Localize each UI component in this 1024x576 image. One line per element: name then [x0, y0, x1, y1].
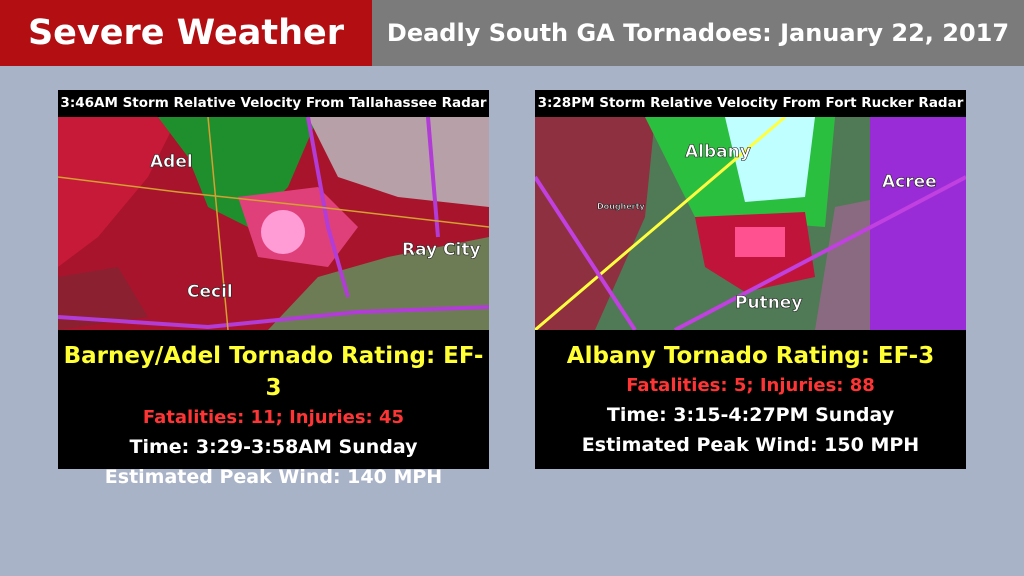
- time: Time: 3:29-3:58AM Sunday: [129, 436, 418, 458]
- caption: 3:28PM Storm Relative Velocity From Fort…: [537, 95, 964, 111]
- rating: Barney/Adel Tornado Rating: EF-3: [63, 343, 484, 401]
- casualties: Fatalities: 5; Injuries: 88: [626, 375, 875, 396]
- map-label: Albany: [685, 142, 751, 162]
- time: Time: 3:15-4:27PM Sunday: [606, 404, 895, 426]
- panel: 3:28PM Storm Relative Velocity From Fort…: [535, 90, 966, 469]
- map-label: Cecil: [187, 282, 233, 302]
- rating: Albany Tornado Rating: EF-3: [566, 343, 935, 369]
- peak-wind: Estimated Peak Wind: 150 MPH: [581, 434, 920, 456]
- map-label: Putney: [735, 293, 802, 313]
- header-title: Severe Weather: [0, 0, 372, 66]
- map-label: Acree: [882, 172, 937, 192]
- map-label: Dougherty: [597, 202, 645, 211]
- peak-wind: Estimated Peak Wind: 140 MPH: [104, 466, 443, 488]
- radar-map: Adel Cecil Ray City: [58, 117, 489, 330]
- header-subtitle: Deadly South GA Tornadoes: January 22, 2…: [372, 0, 1024, 66]
- map-label: Ray City: [402, 240, 481, 260]
- caption: 3:46AM Storm Relative Velocity From Tall…: [60, 95, 487, 111]
- panel: 3:46AM Storm Relative Velocity From Tall…: [58, 90, 489, 488]
- map-label: Adel: [150, 152, 193, 172]
- radar-map: Albany Acree Putney Dougherty: [535, 117, 966, 330]
- casualties: Fatalities: 11; Injuries: 45: [142, 407, 405, 428]
